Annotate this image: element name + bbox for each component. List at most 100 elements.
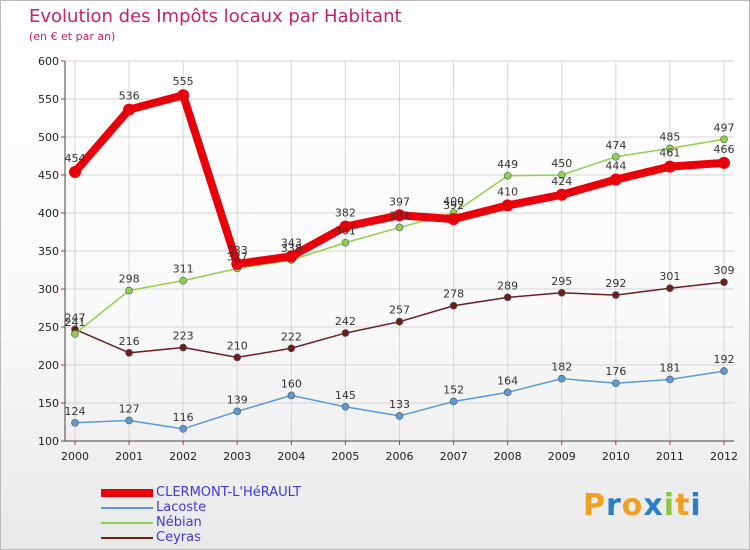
data-label: 497 [714, 121, 735, 134]
data-label: 382 [335, 207, 356, 220]
data-label: 397 [389, 195, 410, 208]
y-tick-label: 550 [38, 93, 59, 106]
data-label: 241 [65, 316, 86, 329]
data-label: 444 [605, 160, 626, 173]
data-label: 192 [714, 353, 735, 366]
data-point [287, 344, 296, 353]
y-tick-label: 350 [38, 245, 59, 258]
data-label: 223 [173, 330, 194, 343]
data-label: 311 [173, 263, 194, 276]
data-label: 361 [335, 225, 356, 238]
logo-letter: i [690, 488, 702, 523]
data-point [233, 407, 242, 416]
logo-letter: x [643, 488, 664, 523]
data-point [341, 329, 350, 337]
logo-letter: t [675, 488, 691, 523]
data-point [287, 391, 296, 400]
data-label: 242 [335, 315, 356, 328]
data-label: 289 [497, 279, 518, 292]
data-label: 133 [389, 398, 410, 411]
data-point [666, 284, 674, 293]
y-tick-label: 150 [38, 397, 59, 410]
data-label: 474 [605, 139, 626, 152]
data-label: 139 [227, 393, 248, 406]
data-point [177, 89, 190, 102]
chart-subtitle: (en € et par an) [29, 30, 116, 43]
legend-swatch [101, 507, 153, 509]
legend-label: Ceyras [156, 530, 201, 545]
legend-swatch [101, 489, 153, 497]
data-label: 145 [335, 389, 356, 402]
x-tick-label: 2007 [440, 450, 468, 463]
data-label: 485 [659, 130, 680, 143]
data-label: 333 [227, 244, 248, 257]
data-point [71, 330, 79, 338]
data-point [179, 343, 187, 352]
logo-letter: i [663, 488, 676, 523]
y-tick-label: 600 [38, 55, 59, 68]
data-label: 216 [119, 335, 140, 348]
data-label: 400 [443, 195, 464, 208]
data-label: 392 [443, 199, 464, 212]
y-tick-label: 250 [38, 321, 59, 334]
data-label: 536 [119, 90, 140, 103]
data-label: 309 [714, 264, 735, 277]
data-point [447, 213, 460, 226]
data-label: 124 [65, 405, 86, 418]
legend-label: Nébian [156, 515, 202, 530]
data-point [179, 276, 187, 285]
data-label: 424 [551, 175, 572, 188]
data-label: 152 [443, 383, 464, 396]
data-label: 298 [119, 273, 140, 286]
x-tick-label: 2005 [331, 450, 359, 463]
data-point [720, 278, 728, 286]
data-point [123, 103, 136, 116]
logo-letter: o [621, 488, 644, 523]
data-label: 327 [227, 250, 248, 263]
legend-swatch [101, 537, 153, 539]
logo-letter: P [583, 488, 606, 523]
data-point [71, 418, 79, 427]
data-point [449, 397, 458, 406]
data-label: 461 [659, 147, 680, 160]
data-label: 410 [497, 185, 518, 198]
data-label: 116 [173, 411, 194, 424]
x-tick-label: 2000 [61, 450, 89, 463]
chart-title: Evolution des Impôts locaux par Habitant [29, 6, 402, 27]
data-point [612, 291, 620, 299]
data-label: 292 [605, 277, 626, 290]
data-label: 278 [443, 288, 464, 301]
data-label: 160 [281, 377, 302, 390]
data-label: 257 [389, 304, 410, 317]
data-label: 181 [659, 361, 680, 374]
data-label: 454 [65, 152, 86, 165]
data-point [395, 223, 404, 232]
data-point [666, 144, 674, 153]
x-tick-label: 2008 [494, 450, 522, 463]
data-label: 182 [551, 361, 572, 374]
data-point [449, 301, 458, 310]
data-point [555, 188, 568, 201]
y-tick-label: 300 [38, 283, 59, 296]
data-point [503, 388, 512, 397]
x-tick-label: 2006 [386, 450, 414, 463]
data-point [341, 238, 350, 247]
data-label: 301 [659, 270, 680, 283]
data-point [69, 165, 81, 178]
data-label: 449 [497, 158, 518, 171]
data-label: 210 [227, 339, 248, 352]
data-point [231, 257, 244, 270]
data-point [557, 288, 566, 297]
y-tick-label: 450 [38, 169, 59, 182]
legend-swatch [101, 522, 153, 524]
data-label: 381 [389, 209, 410, 222]
y-tick-label: 200 [38, 359, 59, 372]
data-point [285, 250, 298, 263]
data-point [125, 286, 133, 295]
x-tick-label: 2001 [115, 450, 143, 463]
logo-letter: r [606, 488, 622, 523]
x-tick-label: 2012 [710, 450, 738, 463]
y-tick-label: 500 [38, 131, 59, 144]
proxiti-logo: Proxiti [583, 488, 702, 523]
